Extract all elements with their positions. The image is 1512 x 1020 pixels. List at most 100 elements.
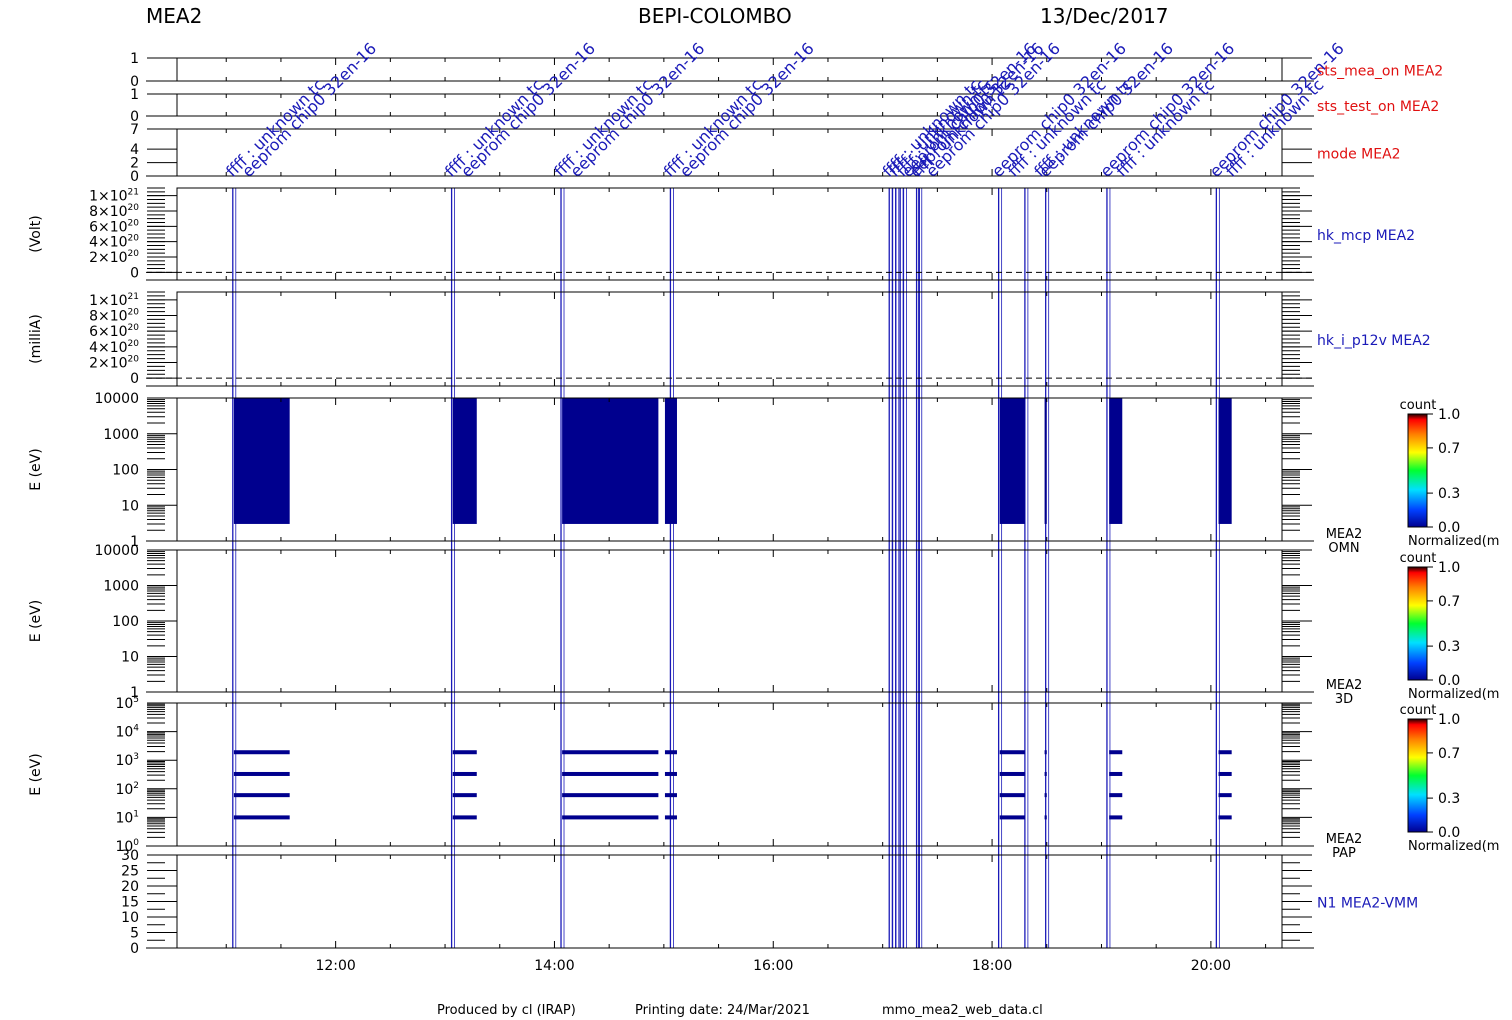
pitch-angle-band	[1218, 771, 1232, 776]
y-tick-label: 2	[130, 156, 139, 172]
colorbar-tick-label: 0.0	[1438, 673, 1460, 689]
pitch-angle-band	[562, 750, 659, 755]
event-label: ffff : unknown tc	[441, 75, 547, 181]
y-tick-label: 4×1020	[89, 234, 139, 251]
pitch-angle-band	[452, 815, 477, 820]
panel-frame	[176, 854, 1283, 949]
panel-name: MEA2	[1326, 678, 1363, 693]
spectrogram-block	[1109, 398, 1123, 524]
panel-name: N1 MEA2-VMM	[1317, 896, 1418, 912]
panel-frame	[176, 549, 1283, 693]
colorbar-tick-label: 0.7	[1438, 594, 1460, 610]
y-tick-label: 6×1020	[89, 323, 139, 340]
panel-name: mode MEA2	[1317, 147, 1401, 163]
instrument-title: MEA2	[146, 4, 202, 28]
y-tick-label: 10000	[94, 543, 139, 559]
y-tick-label: 8×1020	[89, 203, 139, 220]
event-label: ffff : unknown tc	[660, 75, 766, 181]
event-label: eeprom chip0 32en-16	[238, 39, 380, 181]
y-tick-label: 0	[130, 109, 139, 125]
colorbar-tick-label: 1.0	[1438, 407, 1460, 423]
pitch-angle-band	[1109, 771, 1123, 776]
y-tick-label: 5	[130, 926, 139, 942]
y-tick-label: 10	[121, 498, 139, 514]
panel-name-sub: OMN	[1328, 541, 1359, 556]
y-axis-label: E (eV)	[28, 448, 44, 490]
colorbar-title: count	[1400, 398, 1437, 413]
colorbar-tick-label: 0.7	[1438, 441, 1460, 457]
pitch-angle-band	[233, 750, 290, 755]
y-axis-label: (milliA)	[28, 314, 44, 364]
panel-name-sub: PAP	[1332, 846, 1356, 861]
event-label: ffff : unknown tc	[222, 75, 328, 181]
colorbar-caption: Normalized(m	[1408, 839, 1499, 854]
y-tick-label: 1000	[103, 579, 139, 595]
y-tick-label: 2×1020	[89, 355, 139, 372]
panel-name: hk_mcp MEA2	[1317, 228, 1415, 244]
y-axis-label: E (eV)	[28, 753, 44, 795]
y-tick-label: 2×1020	[89, 249, 139, 266]
colorbar-tick-label: 1.0	[1438, 712, 1460, 728]
y-tick-label: 10	[121, 910, 139, 926]
y-tick-label: 1000	[103, 427, 139, 443]
y-tick-label: 1×1021	[89, 292, 139, 309]
y-tick-label: 0	[130, 371, 139, 387]
spectrogram-block	[999, 398, 1025, 524]
pitch-angle-band	[1218, 750, 1232, 755]
y-tick-label: 6×1020	[89, 218, 139, 235]
y-tick-label: 1	[130, 87, 139, 103]
date-title: 13/Dec/2017	[1040, 4, 1169, 28]
y-tick-label: 20	[121, 879, 139, 895]
y-tick-label: 1	[130, 534, 139, 550]
pitch-angle-band	[1044, 750, 1047, 755]
panel-name: hk_i_p12v MEA2	[1317, 333, 1431, 349]
time-tick-label: 20:00	[1191, 958, 1231, 974]
y-tick-label: 4×1020	[89, 339, 139, 356]
colorbars-layer: count1.00.70.30.0Normalized(mcount1.00.7…	[1400, 398, 1500, 854]
panel-sts_mea_on: 0 1 sts_mea_on MEA2	[130, 51, 1443, 90]
panel-name-sub: 3D	[1335, 692, 1353, 707]
pitch-angle-band	[664, 750, 677, 755]
footer-printing-date: Printing date: 24/Mar/2021	[635, 1003, 810, 1018]
footer-script-name: mmo_mea2_web_data.cl	[882, 1003, 1043, 1018]
time-tick-label: 18:00	[972, 958, 1012, 974]
pitch-angle-band	[1044, 793, 1047, 798]
y-tick-label: 100	[112, 614, 139, 630]
y-tick-label: 0	[130, 74, 139, 90]
pitch-angle-band	[1218, 815, 1232, 820]
panel-name: MEA2	[1326, 832, 1363, 847]
colorbar-title: count	[1400, 703, 1437, 718]
pitch-angle-band	[1044, 815, 1047, 820]
colorbar-tick-label: 0.3	[1438, 639, 1460, 655]
pitch-angle-band	[999, 793, 1025, 798]
colorbar-tick-label: 0.0	[1438, 520, 1460, 536]
event-lines-layer	[232, 188, 1220, 948]
pitch-angle-band	[664, 815, 677, 820]
y-tick-label: 105	[115, 695, 139, 712]
y-axis-label: E (eV)	[28, 600, 44, 642]
spectrogram-block	[233, 398, 290, 524]
pitch-angle-band	[562, 771, 659, 776]
panel-frame	[176, 291, 1283, 387]
panel-frame	[176, 187, 1283, 281]
y-tick-label: 25	[121, 864, 139, 880]
spectrogram-block	[452, 398, 477, 524]
colorbar-tick-label: 0.3	[1438, 486, 1460, 502]
panel-name: sts_test_on MEA2	[1317, 99, 1439, 115]
y-tick-label: 0	[130, 941, 139, 957]
pitch-angle-band	[1109, 815, 1123, 820]
colorbar-scale	[1407, 413, 1428, 528]
y-tick-label: 10	[121, 650, 139, 666]
y-tick-label: 30	[121, 848, 139, 864]
footer-produced-by: Produced by cl (IRAP)	[437, 1003, 576, 1018]
pitch-angle-band	[1044, 771, 1047, 776]
